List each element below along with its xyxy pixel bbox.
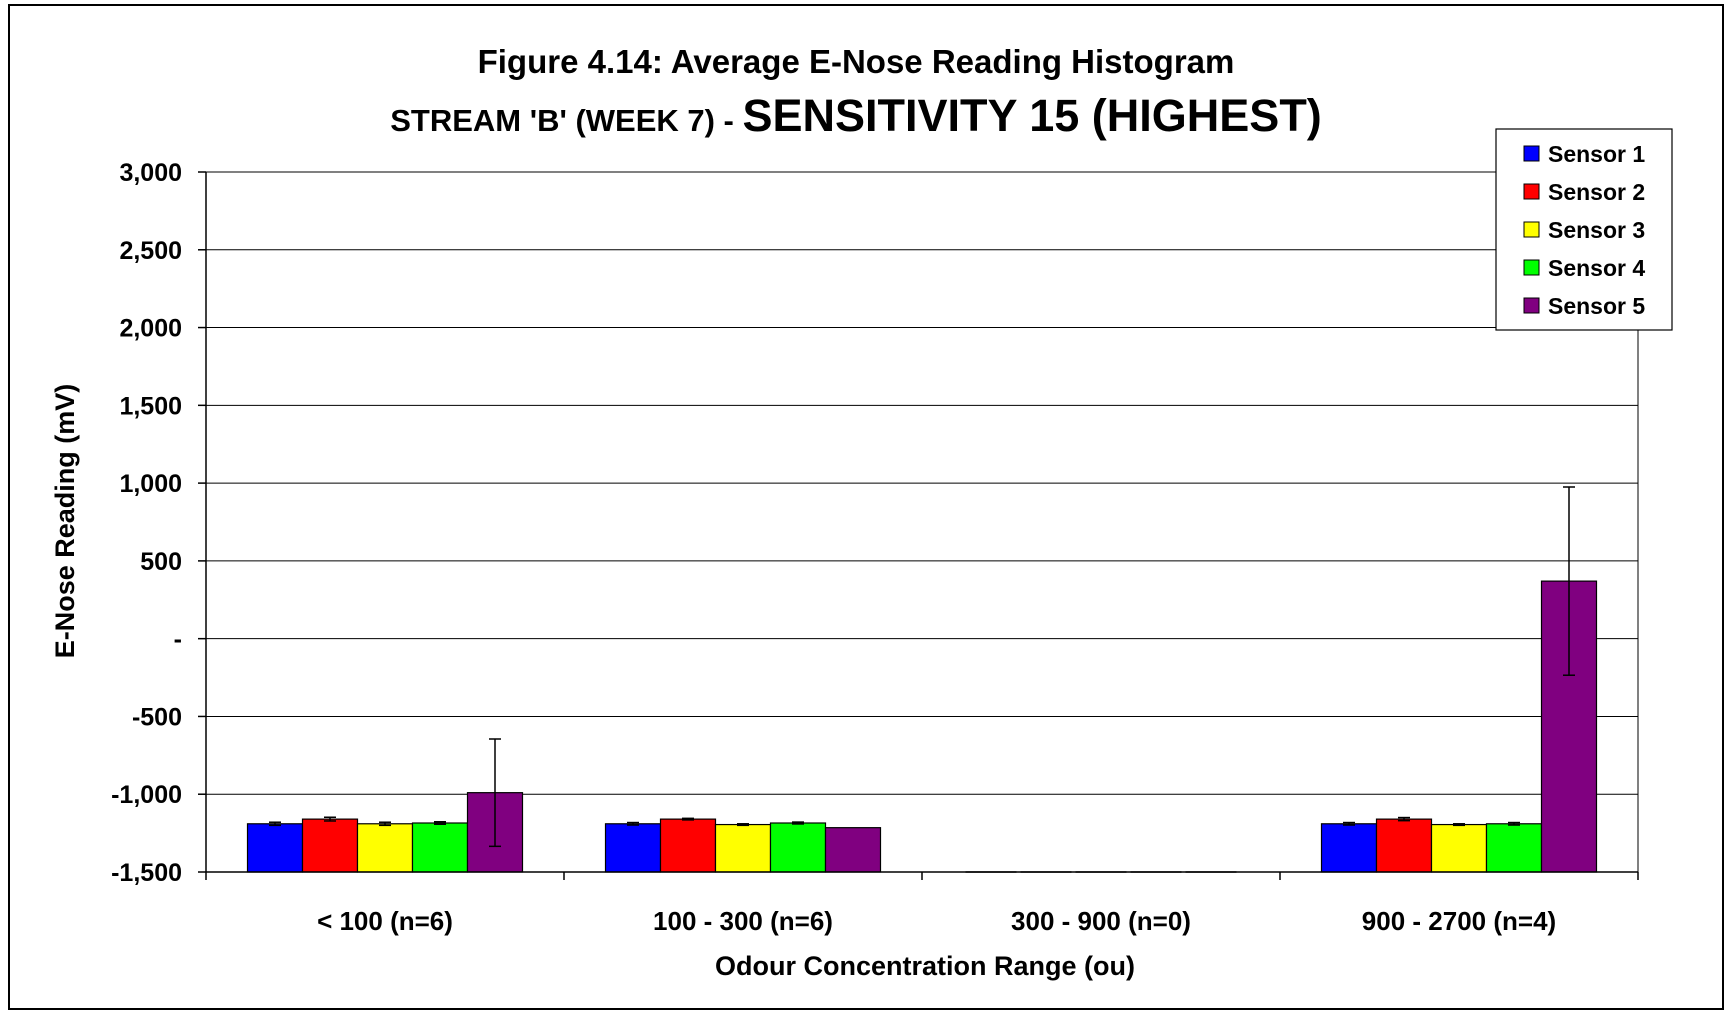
gridlines <box>206 171 1638 795</box>
x-tick-label: 900 - 2700 (n=4) <box>1362 906 1556 936</box>
chart-title: Figure 4.14: Average E-Nose Reading Hist… <box>478 43 1235 80</box>
y-tick-label: 2,500 <box>119 237 182 265</box>
bars-group <box>246 580 1598 873</box>
bar <box>1375 818 1433 873</box>
bar-chart: Figure 4.14: Average E-Nose Reading Hist… <box>50 43 1673 981</box>
y-tick-label: 3,000 <box>119 159 182 187</box>
chart-frame: Figure 4.14: Average E-Nose Reading Hist… <box>8 4 1724 1010</box>
y-tick-label: -500 <box>132 703 182 731</box>
y-tick-label: 500 <box>140 548 182 576</box>
bar <box>246 823 304 873</box>
bar <box>1485 823 1543 873</box>
legend: Sensor 1 Sensor 2 Sensor 3 Sensor 4 Sensor 5 <box>1495 128 1673 331</box>
y-tick-label: - <box>174 626 182 654</box>
bar <box>411 822 469 873</box>
x-axis-label: Odour Concentration Range (ou) <box>715 951 1135 981</box>
legend-swatch <box>1523 183 1540 200</box>
subtitle-emphasis: SENSITIVITY 15 (HIGHEST) <box>743 90 1322 141</box>
bar <box>824 827 882 873</box>
y-tick-label: -1,000 <box>111 781 182 809</box>
x-tick-label: < 100 (n=6) <box>317 906 453 936</box>
legend-label: Sensor 1 <box>1548 141 1645 167</box>
bar <box>604 823 662 873</box>
legend-swatch <box>1523 145 1540 162</box>
bar <box>769 822 827 873</box>
legend-swatch <box>1523 259 1540 276</box>
y-tick-label: 1,000 <box>119 470 182 498</box>
bar <box>356 823 414 873</box>
bar <box>301 818 359 873</box>
bar <box>659 818 717 873</box>
axes <box>205 172 1639 873</box>
error-bars-group <box>269 486 1575 848</box>
legend-label: Sensor 2 <box>1548 179 1645 205</box>
legend-label: Sensor 4 <box>1548 255 1645 281</box>
bar <box>1320 823 1378 873</box>
y-tick-label: 2,000 <box>119 315 182 343</box>
x-tick-label: 300 - 900 (n=0) <box>1011 906 1191 936</box>
legend-label: Sensor 3 <box>1548 217 1645 243</box>
y-axis-label: E-Nose Reading (mV) <box>50 384 80 659</box>
legend-label: Sensor 5 <box>1548 293 1645 319</box>
subtitle-prefix: STREAM 'B' (WEEK 7) - <box>390 103 742 138</box>
legend-swatch <box>1523 297 1540 314</box>
bar <box>1430 823 1488 873</box>
y-tick-labels: -1,500-1,000-500-5001,0001,5002,0002,500… <box>111 159 206 887</box>
chart-subtitle: STREAM 'B' (WEEK 7) - SENSITIVITY 15 (HI… <box>390 90 1322 141</box>
bar <box>714 823 772 873</box>
y-tick-label: -1,500 <box>111 859 182 887</box>
legend-swatch <box>1523 221 1540 238</box>
y-tick-label: 1,500 <box>119 392 182 420</box>
x-tick-label: 100 - 300 (n=6) <box>653 906 833 936</box>
x-tick-labels: < 100 (n=6) 100 - 300 (n=6) 300 - 900 (n=0… <box>205 872 1639 936</box>
